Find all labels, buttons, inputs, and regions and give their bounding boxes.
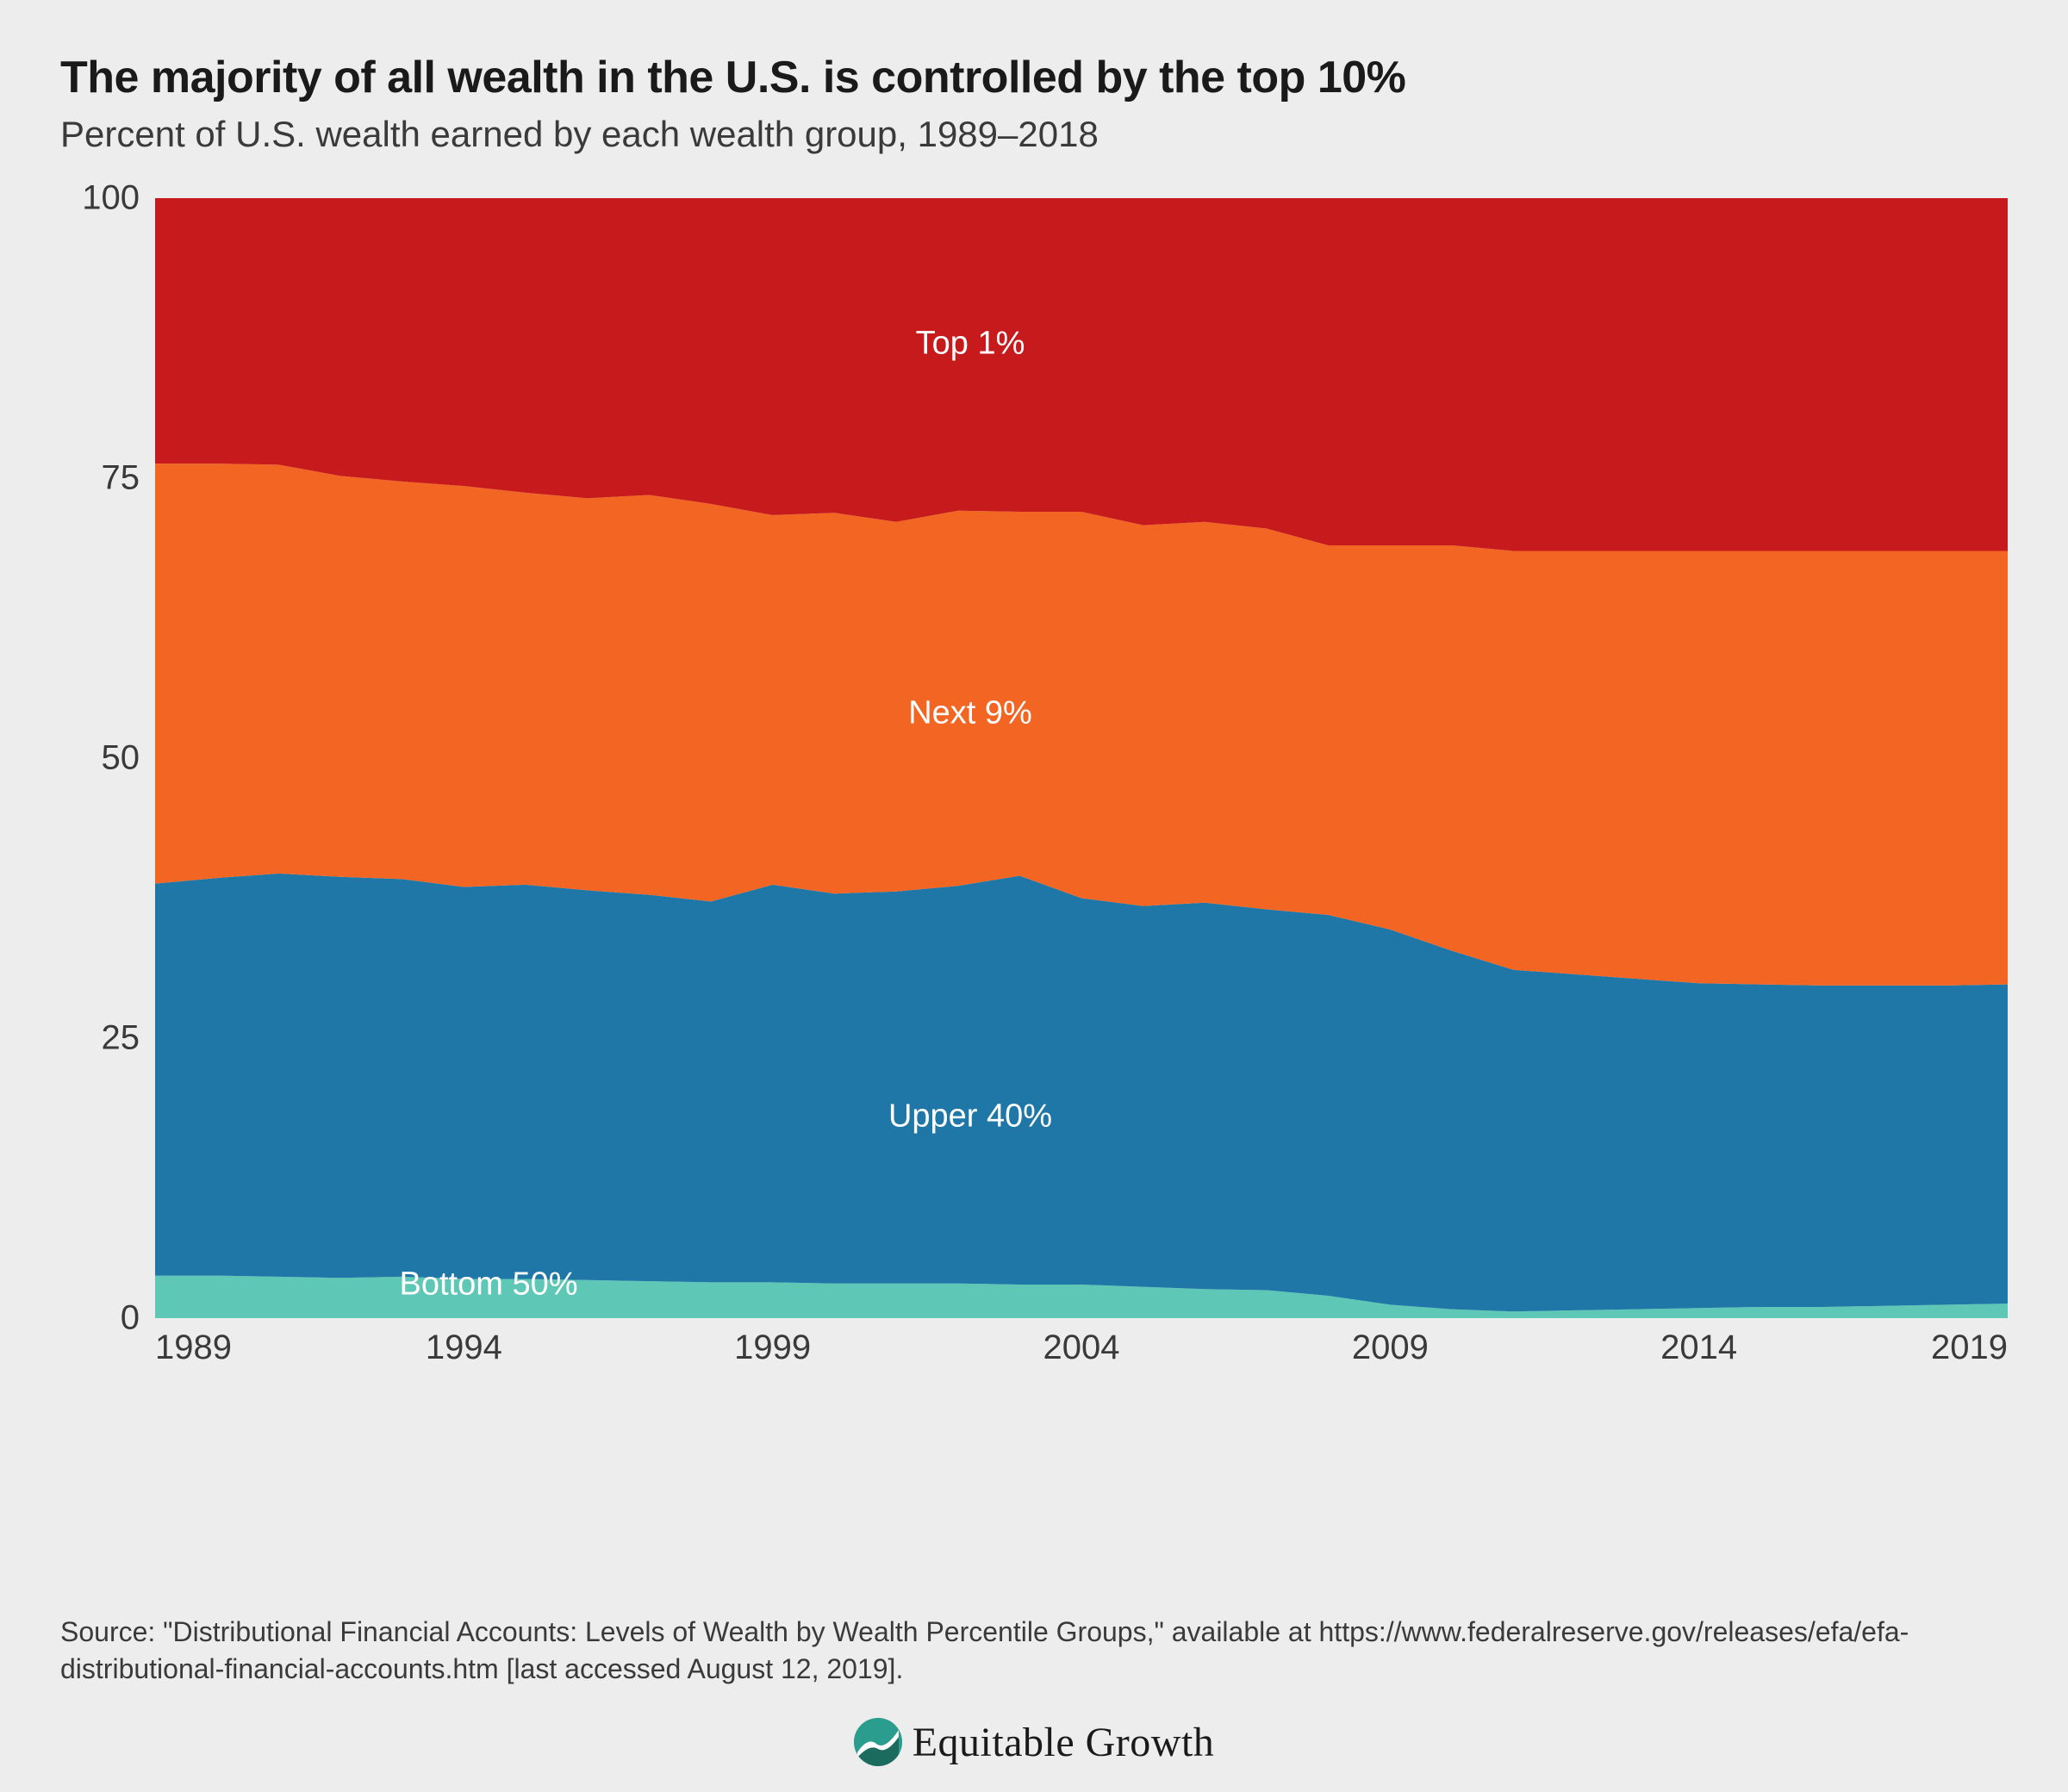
logo-text: Equitable Growth	[913, 1719, 1215, 1766]
series-label-top-1-: Top 1%	[916, 326, 1025, 363]
x-tick: 2014	[1660, 1328, 1737, 1367]
y-axis: 0255075100	[60, 198, 155, 1584]
x-tick: 1989	[155, 1328, 232, 1367]
x-tick: 2004	[1043, 1328, 1120, 1367]
x-tick: 1999	[734, 1328, 811, 1367]
y-tick: 100	[82, 179, 140, 218]
y-tick: 50	[102, 739, 140, 778]
plot-area: Bottom 50% Upper 40% Next 9% Top 1%	[155, 198, 2008, 1318]
logo: Equitable Growth	[60, 1718, 2008, 1766]
series-label-upper-40-: Upper 40%	[888, 1098, 1052, 1136]
series-label-bottom-50-: Bottom 50%	[400, 1266, 578, 1304]
x-tick: 2019	[1931, 1328, 2008, 1367]
y-tick: 25	[102, 1019, 140, 1058]
x-tick: 2009	[1352, 1328, 1429, 1367]
source-note: Source: "Distributional Financial Accoun…	[60, 1614, 1956, 1688]
chart-title: The majority of all wealth in the U.S. i…	[60, 52, 2008, 103]
y-tick: 0	[121, 1299, 140, 1338]
x-tick: 1994	[426, 1328, 502, 1367]
stacked-area-svg	[155, 198, 2008, 1318]
chart-subtitle: Percent of U.S. wealth earned by each we…	[60, 114, 2008, 155]
logo-icon	[854, 1718, 902, 1766]
series-label-next-9-: Next 9%	[908, 695, 1032, 732]
chart-container: 0255075100 Bottom 50%Upper 40%Next 9%Top…	[60, 198, 2008, 1584]
x-axis: 1989 1994 1999 2004 2009 2014 2019	[155, 1318, 2008, 1378]
y-tick: 75	[102, 459, 140, 498]
